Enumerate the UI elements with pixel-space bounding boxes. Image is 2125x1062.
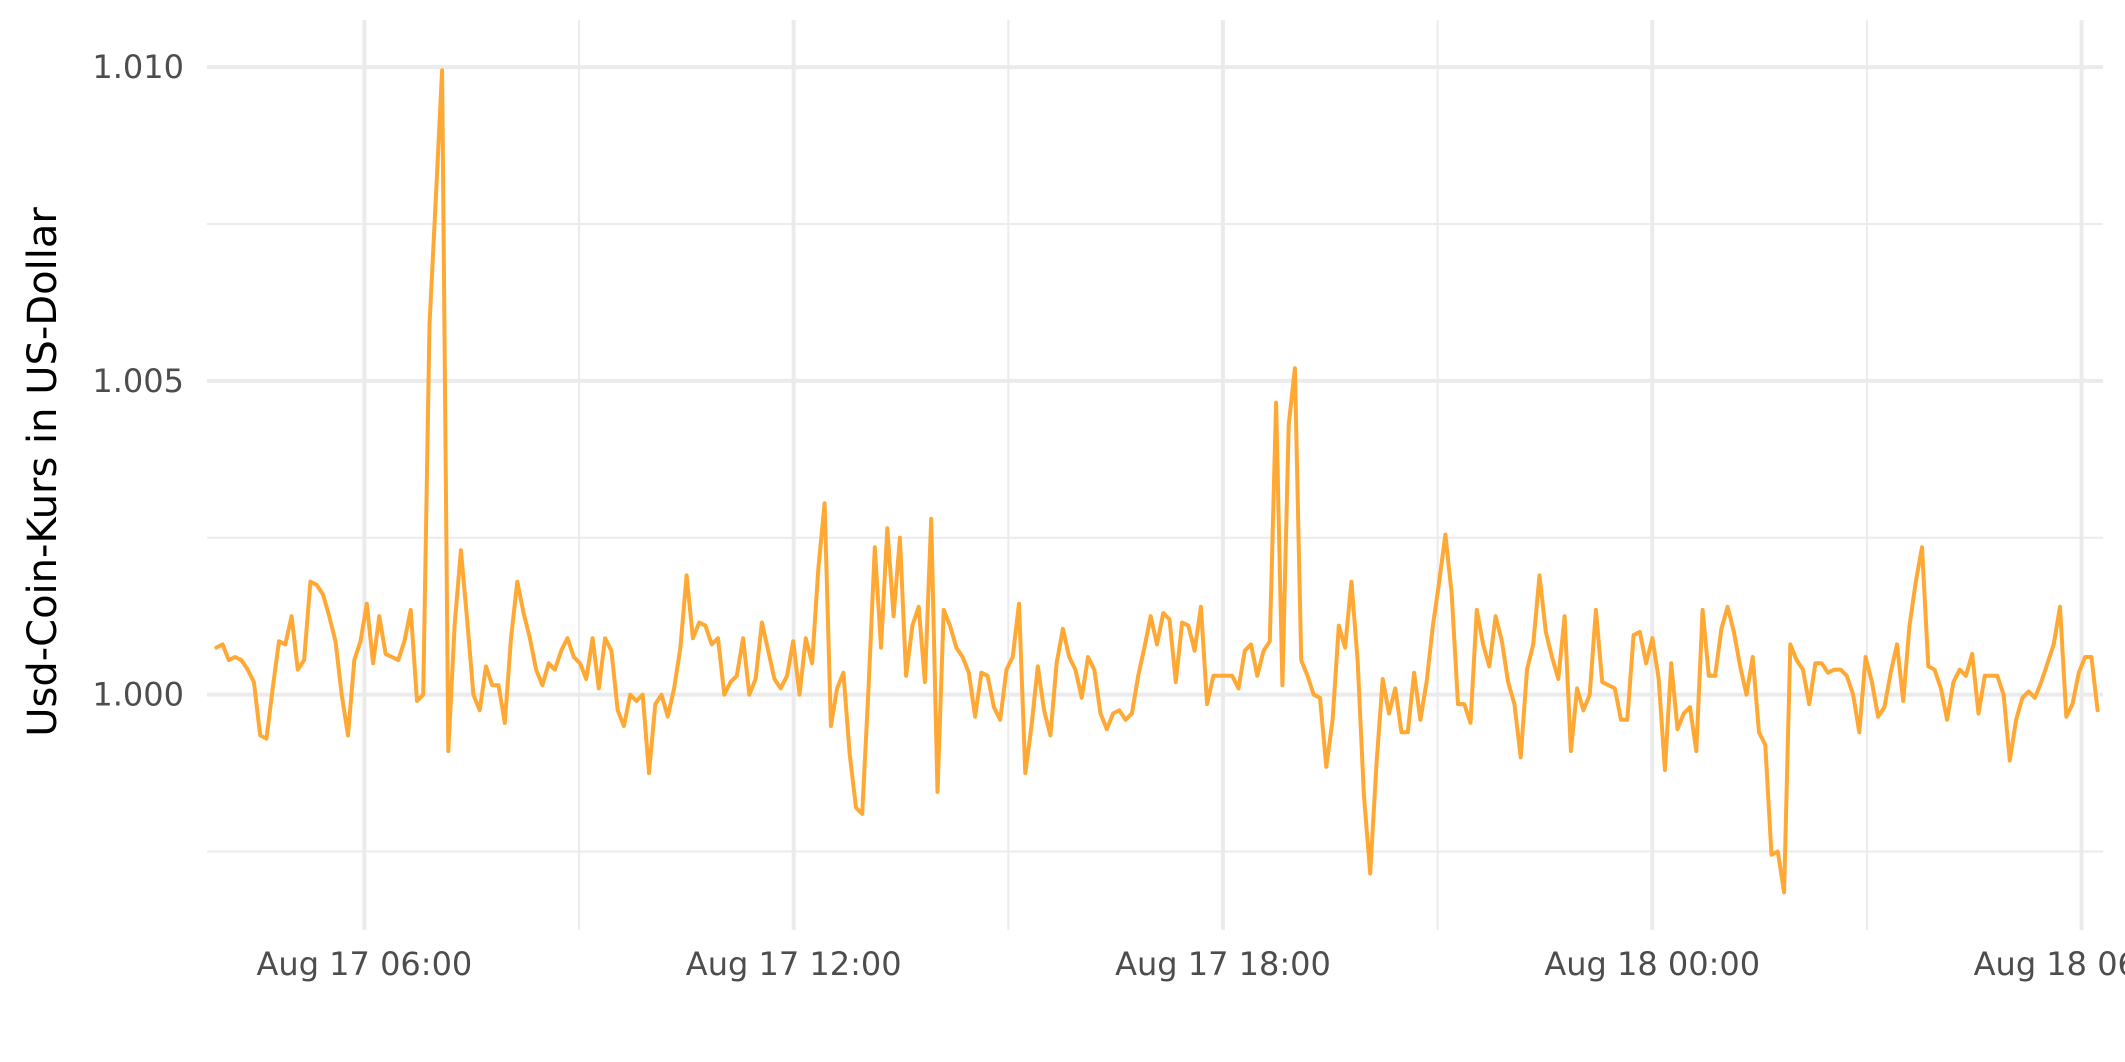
y-tick-label: 1.010 bbox=[92, 48, 184, 86]
series-line bbox=[214, 68, 2100, 895]
y-tick-label: 1.000 bbox=[92, 676, 184, 714]
x-tick-label: Aug 17 18:00 bbox=[1115, 945, 1331, 983]
y-axis-title: Usd-Coin-Kurs in US-Dollar bbox=[20, 207, 66, 737]
x-tick-label: Aug 18 06:00 bbox=[1974, 945, 2125, 983]
x-axis-ticks: Aug 17 06:00 Aug 17 12:00 Aug 17 18:00 Aug … bbox=[257, 945, 2125, 983]
y-tick-label: 1.005 bbox=[92, 362, 184, 400]
grid-lines bbox=[207, 20, 2103, 930]
x-tick-label: Aug 18 00:00 bbox=[1544, 945, 1760, 983]
x-tick-label: Aug 17 06:00 bbox=[257, 945, 473, 983]
x-tick-label: Aug 17 12:00 bbox=[686, 945, 902, 983]
y-axis-ticks: 1.000 1.005 1.010 bbox=[92, 48, 184, 714]
series-layer bbox=[214, 68, 2100, 895]
